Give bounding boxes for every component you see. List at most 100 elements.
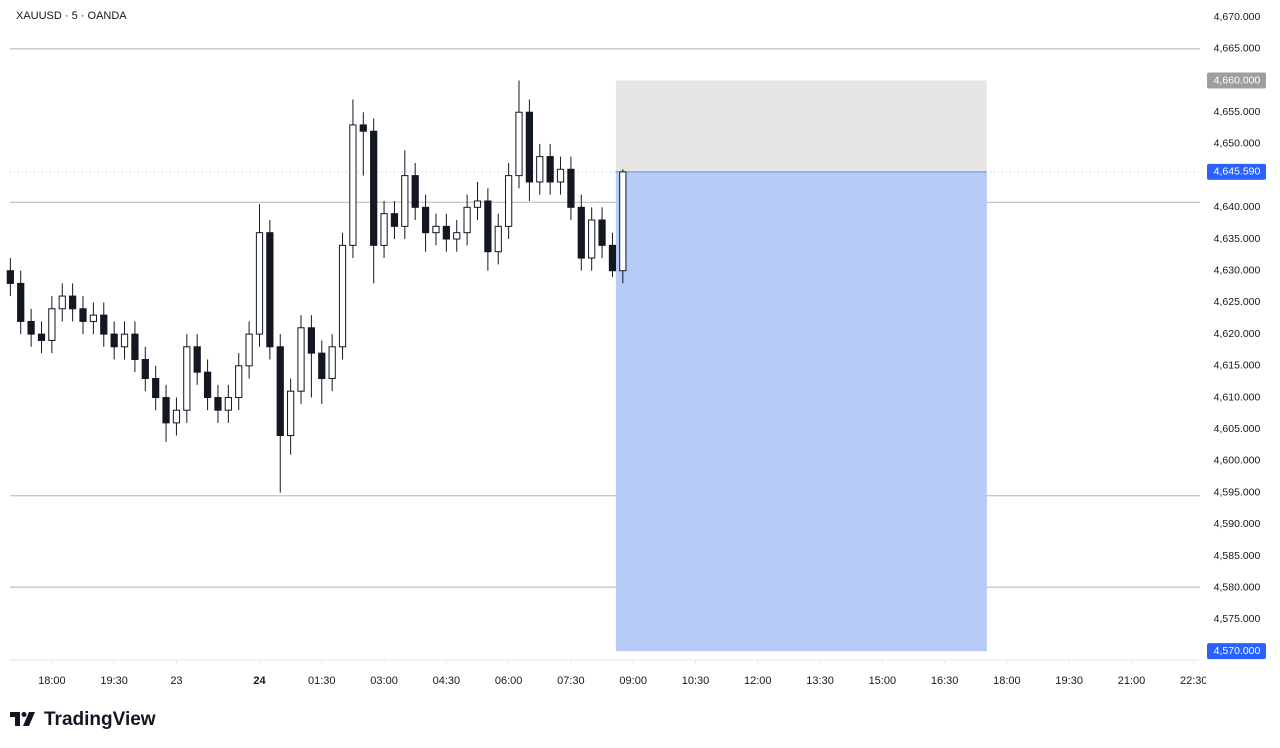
candle-body xyxy=(276,346,284,437)
candle-body xyxy=(338,244,347,348)
x-tick-label: 19:30 xyxy=(100,675,128,687)
price-label-bg xyxy=(1207,643,1266,660)
candle-body xyxy=(442,225,450,240)
y-tick-label: 4,625.000 xyxy=(1214,296,1261,308)
y-tick-label: 4,615.000 xyxy=(1214,360,1261,372)
candle-body xyxy=(37,333,46,341)
chart-title: XAUUSD · 5 · OANDA xyxy=(16,10,127,22)
candle-body xyxy=(27,320,35,335)
candle-body xyxy=(69,295,77,310)
brand-name: TradingView xyxy=(44,709,156,730)
candle-body xyxy=(141,358,149,380)
x-tick-label: 22:30 xyxy=(1180,675,1208,687)
x-tick-label: 07:30 xyxy=(557,675,585,687)
candle-body xyxy=(432,225,440,234)
candle-body xyxy=(567,168,575,208)
candle-body xyxy=(120,333,129,348)
price-label: 4,645.590 xyxy=(1214,166,1261,178)
x-tick-label: 09:00 xyxy=(619,675,647,687)
x-tick-label: 13:30 xyxy=(806,675,834,687)
y-tick-label: 4,620.000 xyxy=(1214,328,1261,340)
y-tick-label: 4,610.000 xyxy=(1214,391,1261,403)
x-tick-label: 21:00 xyxy=(1118,675,1146,687)
candle-body xyxy=(536,156,544,183)
candle-body xyxy=(421,206,430,234)
x-tick-label: 01:30 xyxy=(308,675,336,687)
candle-body xyxy=(484,200,492,253)
candle-body xyxy=(619,171,627,272)
stop-zone xyxy=(615,80,987,172)
candle-body xyxy=(172,409,181,424)
candle-body xyxy=(245,333,253,367)
y-tick-label: 4,670.000 xyxy=(1214,11,1261,23)
candle-body xyxy=(525,111,534,183)
candle-body xyxy=(494,225,502,253)
candle-body xyxy=(505,175,513,227)
candle-body xyxy=(473,200,482,208)
candle-body xyxy=(203,371,212,399)
candle-body xyxy=(89,314,98,322)
x-tick-label: 15:00 xyxy=(869,675,897,687)
candle-body xyxy=(328,346,336,380)
candle-body xyxy=(370,130,378,246)
x-tick-label: 03:00 xyxy=(370,675,398,687)
candle-body xyxy=(556,168,565,183)
y-tick-label: 4,585.000 xyxy=(1214,550,1261,562)
x-tick-label: 04:30 xyxy=(433,675,461,687)
price-label-bg xyxy=(1207,72,1266,89)
x-tick-label: 06:00 xyxy=(495,675,523,687)
candle-body xyxy=(6,270,14,284)
candle-body xyxy=(183,346,191,411)
candle-body xyxy=(577,206,585,259)
candle-body xyxy=(359,124,367,132)
y-tick-label: 4,605.000 xyxy=(1214,423,1261,435)
price-label-bg xyxy=(1207,163,1266,180)
candle-body xyxy=(546,156,554,183)
price-label: 4,660.000 xyxy=(1214,74,1261,86)
candle-body xyxy=(380,213,388,246)
candle-body xyxy=(411,175,419,208)
candle-body xyxy=(193,346,201,373)
candle-body xyxy=(110,333,118,348)
candle-body xyxy=(131,333,139,360)
candle-body xyxy=(608,244,617,272)
y-tick-label: 4,575.000 xyxy=(1214,613,1261,625)
candle-body xyxy=(453,232,461,240)
x-tick-label: 16:30 xyxy=(931,675,959,687)
candle-body xyxy=(318,352,326,380)
candle-body xyxy=(390,213,399,227)
x-tick-label: 10:30 xyxy=(682,675,710,687)
candle-body xyxy=(266,232,274,348)
candle-body xyxy=(152,378,160,399)
candle-body xyxy=(287,390,295,437)
candle-body xyxy=(297,327,305,392)
candle-body xyxy=(255,232,264,335)
y-tick-label: 4,655.000 xyxy=(1214,106,1261,118)
x-tick-label: 19:30 xyxy=(1055,675,1083,687)
y-tick-label: 4,580.000 xyxy=(1214,582,1261,594)
candle-body xyxy=(598,219,606,246)
candle-body xyxy=(401,175,409,227)
y-tick-label: 4,665.000 xyxy=(1214,43,1261,55)
x-tick-label: 12:00 xyxy=(744,675,772,687)
x-tick-label: 18:00 xyxy=(38,675,66,687)
target-zone xyxy=(615,171,987,652)
candle-body xyxy=(17,282,25,322)
x-tick-label: 24 xyxy=(253,675,266,687)
y-tick-label: 4,640.000 xyxy=(1214,201,1261,213)
candle-body xyxy=(79,308,87,322)
y-tick-label: 4,590.000 xyxy=(1214,518,1261,530)
price-label: 4,570.000 xyxy=(1214,645,1261,657)
x-tick-label: 18:00 xyxy=(993,675,1021,687)
x-tick-label: 23 xyxy=(170,675,182,687)
candle-body xyxy=(162,397,170,424)
brand-logo xyxy=(10,712,35,726)
candle-body xyxy=(515,111,523,177)
y-tick-label: 4,650.000 xyxy=(1214,138,1261,150)
candle-body xyxy=(349,124,357,246)
axis-cover xyxy=(1206,668,1280,694)
candle-body xyxy=(463,206,471,234)
candle-body xyxy=(307,327,316,354)
y-tick-label: 4,600.000 xyxy=(1214,455,1261,467)
